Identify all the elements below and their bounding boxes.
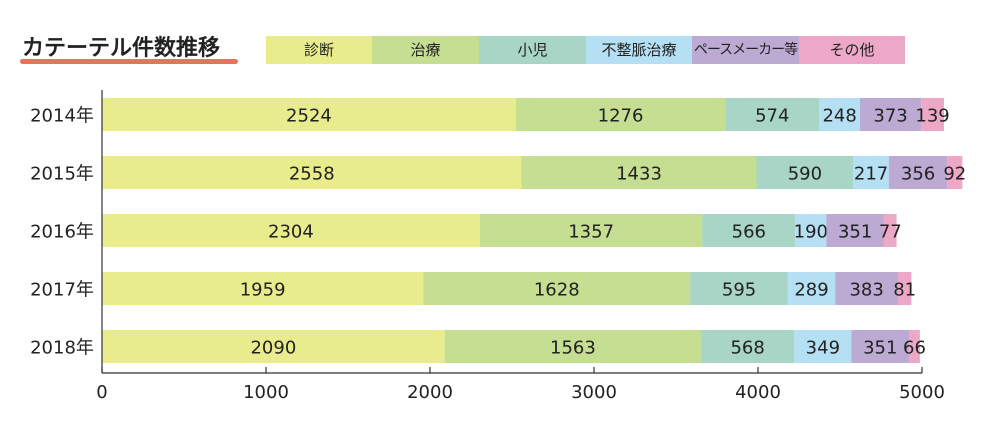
- data-label: 351: [838, 222, 872, 243]
- data-label: 217: [854, 164, 888, 185]
- bar-segment: [444, 330, 702, 363]
- bar-segment: [947, 156, 963, 189]
- bar-segment: [787, 272, 836, 305]
- data-label: 92: [943, 164, 966, 185]
- data-label: 1563: [550, 338, 596, 359]
- data-label: 1433: [616, 164, 662, 185]
- legend-item-pediatric: 小児: [479, 36, 586, 64]
- data-label: 2090: [250, 338, 296, 359]
- bar-segment: [102, 156, 522, 189]
- data-label: 1628: [534, 280, 580, 301]
- data-label: 351: [863, 338, 897, 359]
- bar-segment: [888, 156, 948, 189]
- legend-item-pacemaker: ペースメーカー等: [692, 36, 799, 64]
- bar-segment: [795, 214, 827, 247]
- x-tick-label: 5000: [899, 382, 945, 403]
- bar-segment: [794, 330, 852, 363]
- bar-segment: [725, 98, 820, 131]
- category-label: 2015年: [30, 164, 94, 185]
- bar-segment: [921, 98, 944, 131]
- bar-segment: [102, 272, 424, 305]
- legend-label-pediatric: 小児: [517, 41, 548, 59]
- legend-label-diagnosis: 診断: [303, 41, 334, 59]
- data-label: 66: [903, 338, 926, 359]
- bar-segment: [883, 214, 897, 247]
- data-label: 139: [915, 106, 949, 127]
- data-label: 248: [822, 106, 856, 127]
- bar-segment: [102, 214, 480, 247]
- legend-item-diagnosis: 診断: [266, 36, 372, 64]
- category-label: 2014年: [30, 106, 94, 127]
- legend: 診断 治療 小児 不整脈治療 ペースメーカー等 その他: [266, 36, 905, 64]
- legend-label-treatment: 治療: [410, 41, 441, 59]
- bar-segment: [521, 156, 757, 189]
- data-label: 2304: [268, 222, 314, 243]
- data-label: 1357: [568, 222, 614, 243]
- data-label: 1276: [598, 106, 644, 127]
- legend-item-treatment: 治療: [372, 36, 479, 64]
- bar-segment: [853, 156, 889, 189]
- bar-segment: [909, 330, 920, 363]
- category-label: 2018年: [30, 338, 94, 359]
- data-label: 349: [806, 338, 840, 359]
- data-label: 2524: [286, 106, 332, 127]
- category-label: 2016年: [30, 222, 94, 243]
- data-label: 77: [879, 222, 902, 243]
- x-tick-label: 0: [96, 382, 107, 403]
- data-label: 566: [732, 222, 766, 243]
- data-label: 373: [873, 106, 907, 127]
- category-label: 2017年: [30, 280, 94, 301]
- data-label: 568: [730, 338, 764, 359]
- bar-segment: [702, 214, 796, 247]
- legend-item-other: その他: [799, 36, 905, 64]
- bar-segment: [102, 330, 445, 363]
- bar-segment: [690, 272, 788, 305]
- bar-segment: [860, 98, 922, 131]
- data-label: 289: [794, 280, 828, 301]
- bar-segment: [423, 272, 691, 305]
- bar-segment: [102, 98, 516, 131]
- data-label: 595: [722, 280, 756, 301]
- bar-segment: [756, 156, 854, 189]
- legend-item-arrhythmia: 不整脈治療: [586, 36, 692, 64]
- bar-segment: [479, 214, 703, 247]
- data-label: 590: [788, 164, 822, 185]
- title-underline: [20, 59, 238, 64]
- chart-title: カテーテル件数推移: [22, 36, 221, 61]
- x-tick-label: 2000: [407, 382, 453, 403]
- legend-label-pacemaker: ペースメーカー等: [693, 42, 798, 58]
- bar-segment: [826, 214, 884, 247]
- bar-segment: [835, 272, 899, 305]
- bar-segment: [701, 330, 795, 363]
- data-label: 81: [893, 280, 916, 301]
- bar-segment: [819, 98, 861, 131]
- legend-label-arrhythmia: 不整脈治療: [601, 41, 677, 59]
- x-tick-label: 3000: [571, 382, 617, 403]
- data-label: 383: [849, 280, 883, 301]
- data-label: 1959: [240, 280, 286, 301]
- x-tick-label: 1000: [243, 382, 289, 403]
- legend-label-other: その他: [829, 41, 875, 59]
- bar-segment: [898, 272, 912, 305]
- bar-segment: [515, 98, 726, 131]
- data-label: 190: [794, 222, 828, 243]
- data-label: 574: [755, 106, 789, 127]
- x-tick-label: 4000: [735, 382, 781, 403]
- data-label: 356: [901, 164, 935, 185]
- data-label: 2558: [289, 164, 335, 185]
- bar-segment: [851, 330, 910, 363]
